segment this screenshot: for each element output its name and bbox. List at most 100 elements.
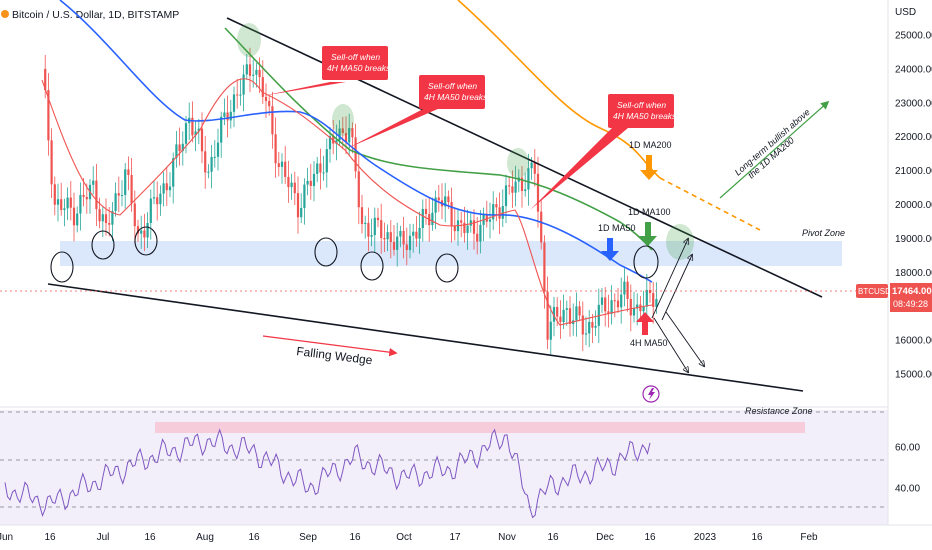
ma100-label: 1D MA100 — [628, 207, 671, 217]
resistance-zone-label: Resistance Zone — [745, 406, 813, 416]
candle — [629, 284, 632, 332]
candle — [146, 212, 149, 249]
candle — [322, 155, 325, 181]
price-badge-symbol: BTCUSD — [858, 287, 891, 296]
ma50-4h-arrow — [636, 312, 654, 335]
price-tick-label: 24000.00 — [895, 64, 932, 75]
ma50-1d-line — [59, 0, 653, 283]
candle — [159, 185, 162, 216]
candle — [514, 165, 517, 207]
candle — [274, 117, 277, 178]
candle — [389, 220, 392, 259]
candle — [178, 127, 181, 166]
candle — [255, 62, 258, 88]
candle — [293, 171, 296, 205]
candle — [437, 184, 440, 212]
candle — [239, 78, 242, 106]
rejection-highlight — [666, 224, 694, 260]
time-tick-label: Aug — [196, 532, 214, 543]
callout-text-line2: 4H MA50 breaks — [327, 63, 391, 73]
price-tick-label: 23000.00 — [895, 98, 932, 109]
candle — [392, 225, 396, 256]
candle — [287, 160, 290, 203]
candle — [424, 198, 428, 225]
candle — [380, 203, 383, 254]
candle — [453, 208, 456, 241]
candle — [591, 314, 594, 343]
bearish-arrow-2 — [665, 311, 704, 366]
wedge-lower-line — [47, 283, 804, 392]
candle — [460, 211, 463, 238]
price-countdown: 08:49:28 — [893, 299, 928, 309]
candle — [236, 78, 239, 109]
candle — [79, 182, 82, 231]
candle — [472, 209, 476, 250]
candle — [101, 205, 104, 238]
swing-low-circle — [633, 245, 659, 279]
candle — [290, 173, 293, 200]
candle — [648, 281, 652, 303]
callout-text-line2: 4H MA50 breaks — [424, 92, 488, 102]
rejection-highlight — [507, 148, 529, 178]
candle — [421, 199, 424, 242]
candle — [581, 301, 584, 352]
callout-text-line1: Sell-off when — [331, 52, 380, 62]
candle — [495, 197, 498, 222]
candle — [600, 288, 604, 314]
candle — [229, 99, 232, 129]
candle — [175, 130, 178, 168]
candle — [204, 135, 207, 189]
swing-low-circle — [360, 251, 384, 281]
callout-pointer — [348, 108, 440, 148]
swing-low-circle — [314, 237, 338, 267]
candle — [520, 166, 524, 208]
callout-text-line1: Sell-off when — [428, 81, 477, 91]
swing-low-markers — [50, 226, 659, 283]
candle — [613, 293, 616, 318]
candle — [652, 282, 655, 324]
candle — [383, 222, 386, 253]
rsi-resistance-zone — [155, 422, 805, 433]
candle — [492, 191, 495, 231]
candle — [639, 295, 642, 321]
candle — [469, 211, 472, 233]
rsi-tick-label: 40.00 — [895, 484, 920, 495]
candle — [162, 171, 165, 207]
candle — [63, 198, 66, 227]
candle — [223, 98, 226, 126]
lightning-icon[interactable] — [648, 388, 655, 400]
price-badge — [856, 284, 888, 298]
ma50-4h-line — [41, 78, 653, 326]
candle — [120, 180, 124, 207]
price-tick-label: 20000.00 — [895, 200, 932, 211]
candle — [479, 210, 482, 254]
candle — [364, 215, 367, 239]
candle — [114, 182, 117, 217]
candle — [284, 145, 287, 184]
candle — [56, 183, 60, 222]
candle — [408, 223, 412, 259]
candle — [319, 148, 322, 190]
candle — [370, 218, 373, 247]
time-tick-label: 2023 — [694, 532, 717, 543]
candle — [632, 291, 636, 323]
candle — [607, 294, 610, 328]
bullish-arrow-2 — [661, 255, 692, 321]
candle — [184, 116, 188, 154]
candle — [386, 224, 389, 252]
candle — [232, 86, 236, 128]
candle — [508, 176, 511, 195]
candle — [626, 275, 629, 312]
candle — [396, 222, 399, 267]
candle — [258, 57, 261, 93]
currency-label: USD — [895, 7, 916, 18]
ma200-label: 1D MA200 — [629, 140, 672, 150]
callout-text-line2: 4H MA50 breaks — [613, 111, 677, 121]
swing-low-circle — [435, 253, 459, 283]
callout-selloff-2: Sell-off when 4H MA50 breaks — [348, 75, 488, 148]
candle — [210, 144, 213, 189]
callout-box — [419, 75, 485, 109]
rsi-line — [4, 428, 651, 519]
candle — [594, 310, 597, 337]
